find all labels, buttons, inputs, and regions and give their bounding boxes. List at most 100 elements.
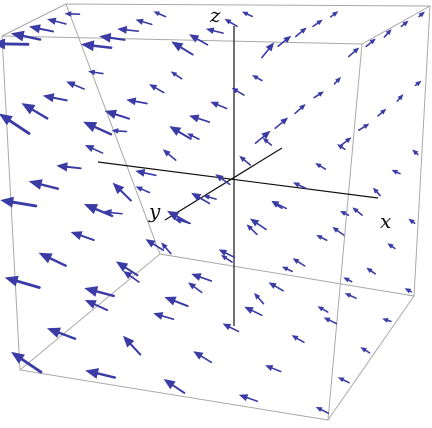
vector-arrow [359,124,370,131]
arrow-shaft [297,338,304,342]
arrow-head [5,276,19,286]
vector-arrow [164,379,185,393]
arrow-shaft [192,136,198,139]
vector-arrow [43,93,67,102]
arrow-shaft [237,91,244,95]
arrow-shaft [378,113,382,116]
arrow-shaft [169,154,176,160]
arrow-shaft [366,42,371,46]
vector-arrow [419,12,425,18]
vector-arrow [265,365,281,371]
vector-arrow [314,91,324,97]
vector-arrow [263,138,272,145]
arrow-head [153,312,163,320]
arrow-shaft [200,277,211,281]
vector-arrow [171,71,182,78]
arrow-head [145,239,155,247]
arrow-head [203,195,209,200]
arrow-head [105,110,117,119]
arrow-shaft [349,52,355,57]
vector-arrow [349,47,360,56]
arrow-shaft [198,118,209,122]
vector-arrow [366,39,376,47]
vector-arrow [163,149,176,160]
arrow-shaft [397,172,400,173]
arrow-shaft [173,385,184,393]
arrow-shaft [419,15,420,16]
vector-arrow [188,282,202,292]
arrow-shaft [218,105,227,109]
arrow-head [382,318,388,323]
arrow-shaft [295,108,301,113]
arrow-shaft [384,33,387,37]
vector-arrow [315,163,325,169]
arrow-shaft [176,75,182,79]
arrow-shaft [54,98,67,101]
vector-arrow [382,318,391,323]
arrow-shaft [159,14,166,17]
arrow-head [193,351,203,359]
arrow-shaft [136,101,147,103]
arrow-head [136,19,144,25]
vector-arrow [112,128,127,134]
arrow-shaft [331,15,334,17]
vector-arrow [88,70,103,76]
box-edge-top-right [362,6,430,44]
arrow-head [29,179,43,190]
arrow-shaft [343,380,349,383]
vector-arrow [171,41,192,54]
vector-arrow [99,33,124,43]
box-back-face [66,4,430,296]
x-axis-line [98,162,378,198]
vector-arrow [11,31,40,42]
arrow-shaft [230,22,237,26]
arrow-shaft [275,286,283,291]
vector-arrow [278,36,291,47]
arrow-shaft [262,49,269,57]
vector-arrow [85,300,107,310]
vector-arrow [84,286,113,297]
vector-arrow [113,183,131,201]
vector-arrow [331,11,339,17]
vector-arrow [56,162,80,171]
vector-arrow [282,267,292,272]
arrow-head [189,115,199,123]
vector-arrow [0,197,36,208]
arrow-head [56,162,67,171]
vector-arrow [316,407,328,413]
vector-arrow [47,328,75,339]
arrow-shaft [278,40,285,46]
arrow-shaft [377,192,380,196]
vector-arrow [292,335,304,342]
arrow-shaft [56,21,66,24]
arrow-shaft [247,14,252,16]
arrow-shaft [121,191,131,201]
arrow-shaft [162,316,173,319]
vector-arrow [210,102,226,109]
vector-arrow [191,273,211,281]
arrow-shaft [320,166,325,169]
vector-arrows [0,11,425,413]
vector-arrow [338,377,349,382]
arrow-head [210,102,219,108]
vector-arrow [252,75,262,81]
vector-arrow [29,179,58,190]
box-front-face [2,36,362,420]
vector-arrow [239,394,257,401]
arrow-shaft [33,110,48,119]
vector-arrow [0,114,29,134]
vector-arrow [242,12,252,17]
arrow-head [29,24,41,33]
vector-arrow [415,81,421,87]
vector-arrow [203,195,216,200]
arrow-shaft [201,356,211,362]
arrow-shaft [41,185,57,189]
arrow-shaft [111,213,122,214]
arrow-shaft [251,229,257,234]
arrow-head [164,297,176,306]
vector-arrow [189,115,209,123]
arrow-head [65,11,72,17]
arrow-shaft [322,238,327,241]
vector-arrow [136,19,152,25]
